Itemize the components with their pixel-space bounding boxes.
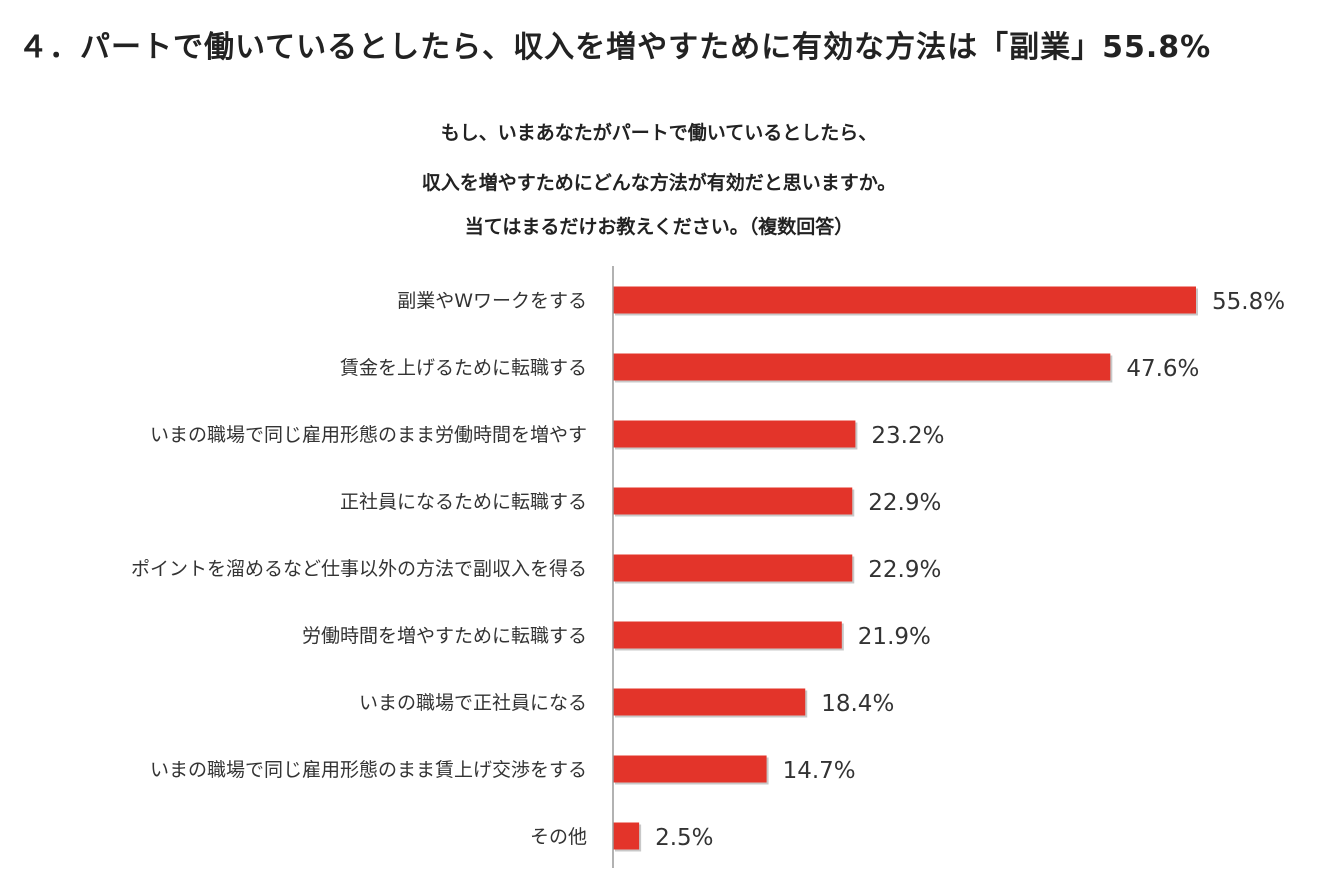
category-label: いまの職場で同じ雇用形態のまま労働時間を増やす (150, 424, 587, 446)
chart-title-line-3: 当てはまるだけお教えください。（複数回答） (464, 216, 854, 238)
bar (613, 755, 767, 783)
category-label: 副業やWワークをする (397, 290, 587, 312)
value-label: 55.8% (1212, 289, 1285, 315)
chart-title-line-1: もし、いまあなたがパートで働いているとしたら、 (440, 122, 878, 144)
bar (613, 420, 856, 448)
category-label: 労働時間を増やすために転職する (302, 625, 587, 647)
bar (613, 487, 853, 515)
value-label: 18.4% (821, 691, 894, 717)
value-label: 22.9% (868, 557, 941, 583)
category-label: その他 (530, 826, 587, 848)
chart-title-line-2: 収入を増やすためにどんな方法が有効だと思いますか。 (421, 172, 897, 194)
value-label: 23.2% (871, 423, 944, 449)
value-label: 47.6% (1126, 356, 1199, 382)
value-label: 14.7% (783, 758, 856, 784)
bar (613, 688, 806, 716)
bar (613, 554, 853, 582)
value-label: 22.9% (868, 490, 941, 516)
category-label: いまの職場で正社員になる (359, 692, 587, 714)
category-label: ポイントを溜めるなど仕事以外の方法で副収入を得る (131, 558, 587, 580)
category-label: いまの職場で同じ雇用形態のまま賃上げ交渉をする (150, 759, 587, 781)
value-label: 21.9% (858, 624, 931, 650)
value-label: 2.5% (655, 825, 713, 851)
bar (613, 353, 1111, 381)
category-label: 賃金を上げるために転職する (340, 357, 587, 379)
category-label: 正社員になるために転職する (340, 491, 587, 513)
bar (613, 286, 1196, 314)
bar (613, 822, 640, 850)
bar (613, 621, 842, 649)
page-heading: ４．パートで働いているとしたら、収入を増やすために有効な方法は「副業」55.8% (18, 30, 1212, 65)
